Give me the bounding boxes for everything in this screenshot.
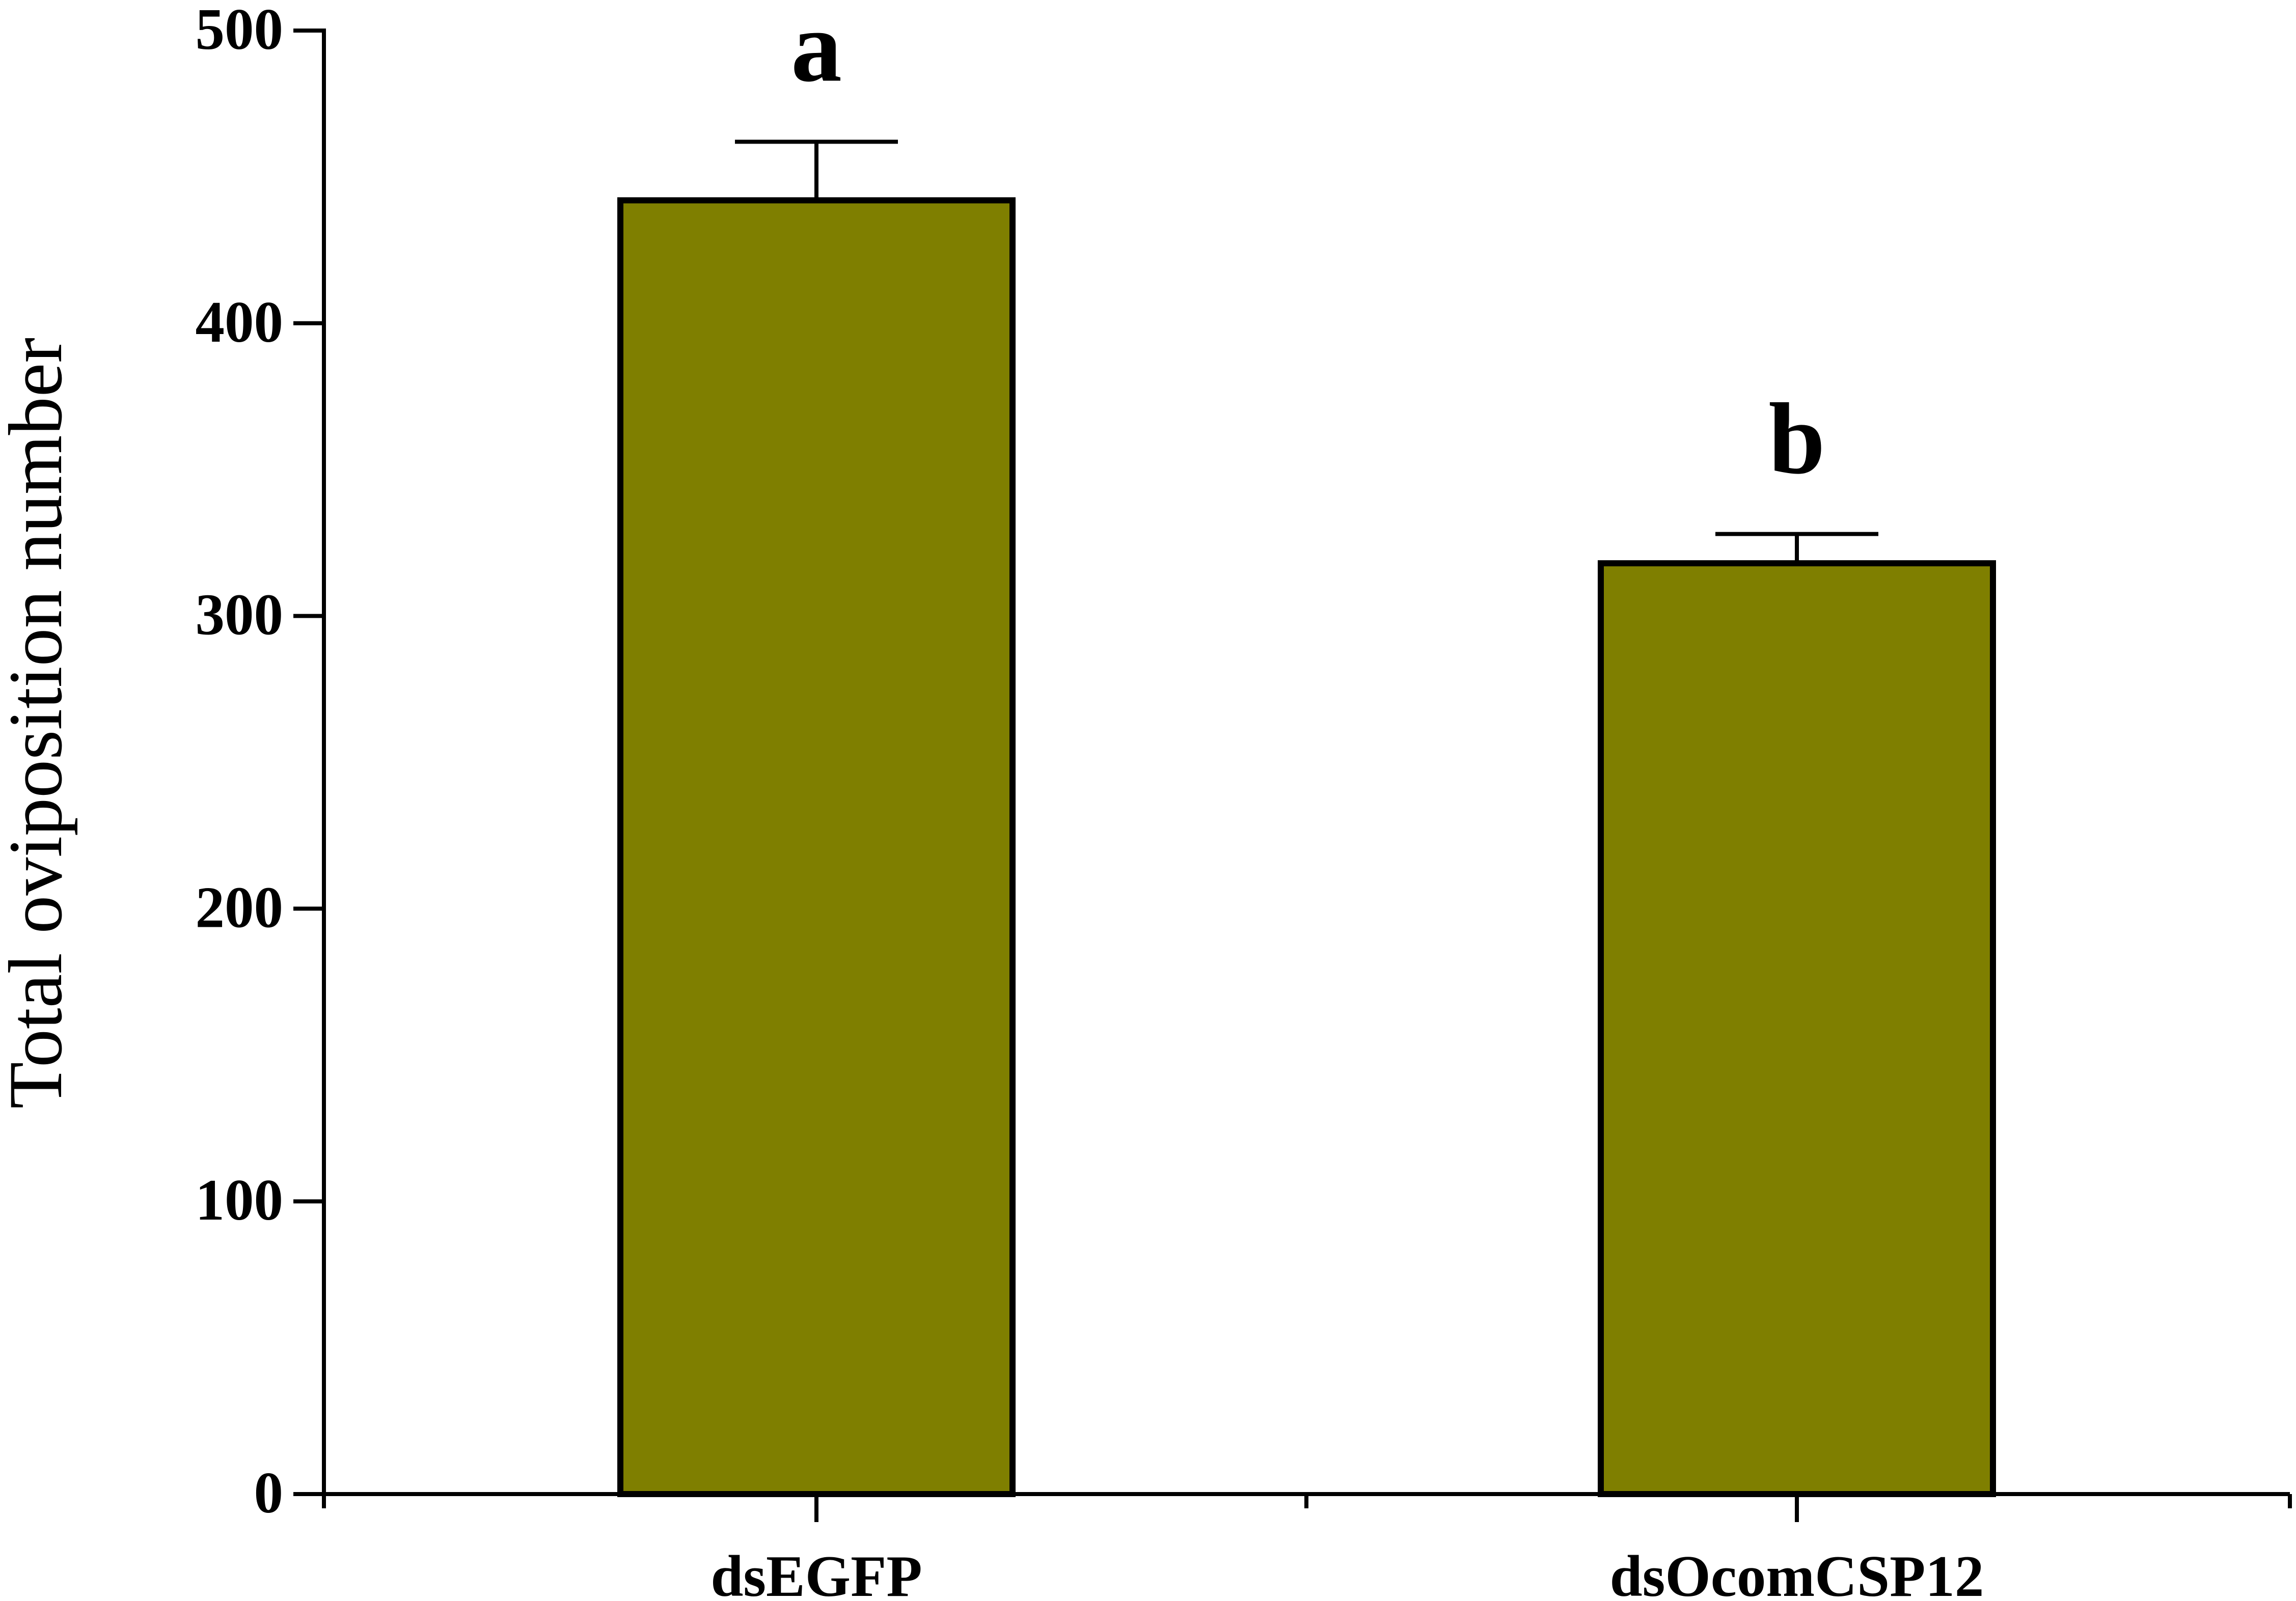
- axes: 0 100 200 300 400 500: [196, 0, 2292, 1525]
- bar: [1598, 560, 1996, 1497]
- y-axis-title: Total oviposition number: [0, 338, 78, 1109]
- bars: [617, 140, 1996, 1497]
- y-tick-label: 100: [196, 1168, 284, 1232]
- y-tick-label: 200: [196, 875, 284, 940]
- y-tick-label: 400: [196, 290, 284, 354]
- x-tick-label: dsOcomCSP12: [1610, 1544, 1984, 1601]
- significance-label: b: [1768, 383, 1825, 495]
- y-tick-label: 500: [196, 0, 284, 62]
- x-tick-label: dsEGFP: [710, 1544, 922, 1601]
- labels: dsEGFP a dsOcomCSP12 b: [710, 0, 1984, 1601]
- bar: [617, 197, 1016, 1497]
- y-tick-label: 300: [196, 583, 284, 647]
- significance-label: a: [791, 0, 842, 103]
- y-tick-label: 0: [254, 1460, 284, 1525]
